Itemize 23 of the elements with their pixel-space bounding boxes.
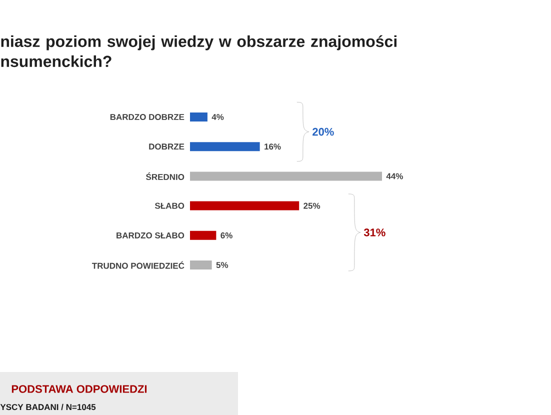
y-tick-label: DOBRZE [149,144,184,150]
y-tick-label: BARDZO SŁABO [116,232,184,238]
text: YSCY BADANI / N=1045 [0,404,96,410]
y-tick-label: SŁABO [154,202,184,209]
y-tick-label: BARDZO DOBRZE [110,114,184,120]
data-label: 6% [220,232,232,238]
bar [190,142,260,152]
bar [190,172,382,181]
bar [190,230,216,240]
data-label: 44% [386,173,403,180]
text: PODSTAWA ODPOWIEDZI [12,385,147,393]
data-label: 5% [216,262,228,268]
bar [190,260,212,270]
annotation: 20% [312,128,334,136]
chart-title: niasz poziom swojej wiedzy w obszarze znajomości nsumenckich? [1,35,396,68]
bar [190,112,208,122]
y-tick-label: TRUDNO POWIEDZIEĆ [92,261,184,269]
annotation: 31% [364,228,386,236]
data-label: 16% [264,144,281,150]
bar [190,201,300,210]
data-label: 25% [304,202,320,209]
y-tick-label: ŚREDNIO [146,172,184,180]
data-label: 4% [212,114,224,120]
